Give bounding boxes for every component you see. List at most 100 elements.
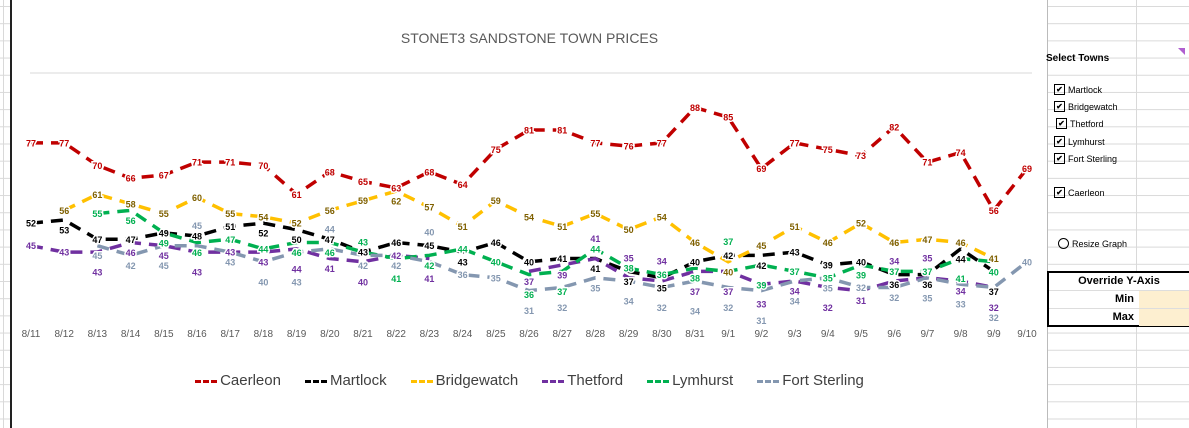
max-label: Max bbox=[1112, 311, 1134, 323]
data-label: 33 bbox=[956, 300, 966, 310]
checkbox-bridgewatch[interactable]: ✔ Bridgewatch bbox=[1054, 101, 1118, 112]
data-label: 42 bbox=[391, 251, 401, 261]
checkbox-thetford[interactable]: ✔ Thetford bbox=[1056, 118, 1104, 129]
data-label: 55 bbox=[159, 209, 169, 219]
data-label: 36 bbox=[922, 280, 932, 290]
data-label: 60 bbox=[192, 193, 202, 203]
data-label: 44 bbox=[325, 224, 335, 234]
data-label: 63 bbox=[391, 183, 401, 193]
data-label: 55 bbox=[225, 209, 235, 219]
data-label: 54 bbox=[258, 212, 268, 222]
data-label: 40 bbox=[856, 257, 866, 267]
x-tick-label: 8/17 bbox=[220, 329, 240, 340]
data-label: 49 bbox=[159, 228, 169, 238]
data-label: 44 bbox=[258, 244, 268, 254]
legend-swatch bbox=[647, 379, 670, 383]
check-icon: ✔ bbox=[1054, 84, 1065, 95]
min-input[interactable] bbox=[1139, 291, 1189, 308]
check-icon: ✔ bbox=[1054, 153, 1065, 164]
override-y-axis-box: Override Y-Axis Min Max bbox=[1047, 271, 1189, 327]
data-label: 77 bbox=[59, 138, 69, 148]
min-label: Min bbox=[1115, 293, 1134, 305]
legend-label: Caerleon bbox=[220, 372, 281, 389]
data-label: 45 bbox=[92, 251, 102, 261]
checkbox-label: Caerleon bbox=[1068, 187, 1105, 198]
data-label: 51 bbox=[458, 222, 468, 232]
data-label: 47 bbox=[325, 235, 335, 245]
legend-label: Bridgewatch bbox=[435, 372, 519, 389]
data-label: 88 bbox=[690, 103, 700, 113]
data-label: 77 bbox=[790, 138, 800, 148]
data-label: 35 bbox=[823, 283, 833, 293]
data-label: 41 bbox=[391, 274, 401, 284]
checkbox-lymhurst[interactable]: ✔ Lymhurst bbox=[1054, 136, 1105, 147]
data-label: 32 bbox=[989, 303, 999, 313]
data-label: 82 bbox=[889, 122, 899, 132]
max-input[interactable] bbox=[1139, 309, 1189, 326]
x-tick-label: 8/24 bbox=[453, 329, 473, 340]
data-label: 71 bbox=[225, 158, 235, 168]
legend-item: Lymhurst bbox=[647, 372, 733, 389]
x-tick-label: 8/15 bbox=[154, 329, 174, 340]
x-tick-label: 8/31 bbox=[685, 329, 705, 340]
data-label: 40 bbox=[258, 277, 268, 287]
legend-item: Bridgewatch bbox=[410, 372, 519, 389]
override-title: Override Y-Axis bbox=[1049, 273, 1189, 291]
x-tick-label: 8/22 bbox=[386, 329, 406, 340]
data-label: 46 bbox=[126, 248, 136, 258]
legend-swatch bbox=[542, 379, 565, 383]
data-label: 37 bbox=[889, 267, 899, 277]
x-tick-label: 9/6 bbox=[887, 329, 901, 340]
chart-area[interactable]: STONET3 SANDSTONE TOWN PRICES 8/11 8/12 8/… bbox=[10, 0, 1048, 428]
x-tick-label: 8/25 bbox=[486, 329, 506, 340]
data-label: 37 bbox=[723, 287, 733, 297]
resize-graph-radio[interactable]: Resize Graph bbox=[1058, 238, 1127, 249]
checkbox-martlock[interactable]: ✔ Martlock bbox=[1054, 84, 1102, 95]
data-label: 41 bbox=[557, 254, 567, 264]
data-label: 40 bbox=[358, 277, 368, 287]
checkbox-label: Lymhurst bbox=[1068, 136, 1105, 147]
data-label: 54 bbox=[657, 212, 667, 222]
x-tick-label: 8/12 bbox=[54, 329, 74, 340]
data-label: 43 bbox=[292, 278, 302, 288]
data-label: 59 bbox=[491, 196, 501, 206]
x-tick-label: 9/1 bbox=[721, 329, 735, 340]
checkbox-fort-sterling[interactable]: ✔ Fort Sterling bbox=[1054, 153, 1117, 164]
data-label: 62 bbox=[391, 197, 401, 207]
legend-swatch bbox=[304, 379, 327, 383]
data-label: 40 bbox=[524, 257, 534, 267]
data-label: 56 bbox=[325, 206, 335, 216]
legend: Caerleon Martlock Bridgewatch Thetford Lymhu… bbox=[12, 372, 1047, 389]
data-label: 53 bbox=[59, 225, 69, 235]
checkbox-caerleon[interactable]: ✔ Caerleon bbox=[1054, 187, 1105, 198]
data-label: 46 bbox=[956, 238, 966, 248]
data-label: 36 bbox=[458, 270, 468, 280]
data-label: 36 bbox=[889, 280, 899, 290]
legend-label: Thetford bbox=[567, 372, 624, 389]
column-gridline bbox=[1136, 0, 1137, 428]
data-label: 70 bbox=[92, 161, 102, 171]
data-label: 76 bbox=[624, 142, 634, 152]
data-label: 43 bbox=[790, 248, 800, 258]
data-label: 42 bbox=[126, 261, 136, 271]
legend-swatch bbox=[410, 379, 433, 383]
x-tick-label: 9/8 bbox=[954, 329, 968, 340]
data-label: 43 bbox=[92, 268, 102, 278]
x-tick-label: 8/26 bbox=[519, 329, 539, 340]
data-label: 46 bbox=[690, 238, 700, 248]
data-label: 37 bbox=[723, 237, 733, 247]
x-tick-label: 9/2 bbox=[754, 329, 768, 340]
data-label: 81 bbox=[557, 126, 567, 136]
data-label: 49 bbox=[159, 238, 169, 248]
data-label: 46 bbox=[325, 248, 335, 258]
x-tick-label: 9/9 bbox=[987, 329, 1001, 340]
legend-item: Fort Sterling bbox=[757, 372, 864, 389]
x-tick-label: 8/13 bbox=[88, 329, 108, 340]
legend-swatch bbox=[757, 379, 780, 383]
x-tick-label: 8/21 bbox=[353, 329, 373, 340]
data-label: 34 bbox=[657, 257, 667, 267]
data-label: 45 bbox=[26, 241, 36, 251]
data-label: 51 bbox=[225, 222, 235, 232]
data-label: 34 bbox=[790, 287, 800, 297]
data-label: 35 bbox=[624, 253, 634, 263]
